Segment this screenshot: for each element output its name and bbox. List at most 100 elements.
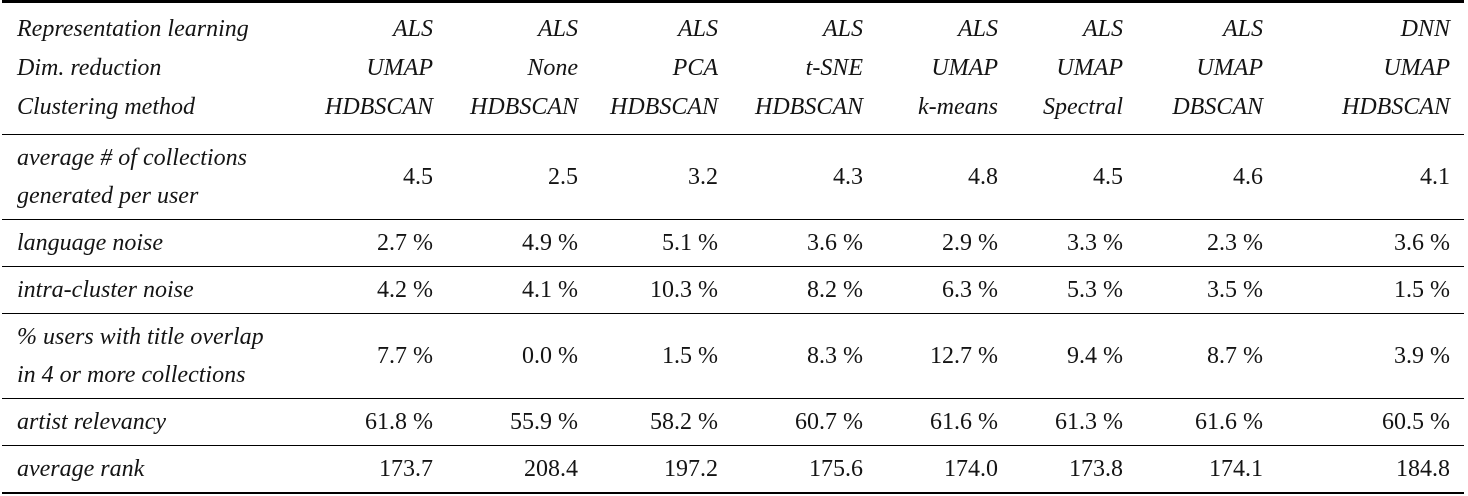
row-label-cell: intra-cluster noise — [2, 267, 320, 314]
row-label-line: average # of collections — [17, 145, 247, 171]
value-cell: 5.1 % — [662, 230, 718, 256]
header-row-label: Clustering method — [17, 94, 195, 120]
header-value-cell: ALS — [392, 16, 433, 42]
row-label-line: artist relevancy — [17, 409, 167, 435]
value-cell: 12.7 % — [930, 343, 998, 369]
value-cell: 1.5 % — [1394, 277, 1450, 303]
table-row: language noise 2.7 % 4.9 % 5.1 % 3.6 % 2.9 % 3… — [2, 219, 1464, 267]
value-cell: 2.7 % — [377, 230, 433, 256]
value-cell: 58.2 % — [650, 409, 718, 435]
header-value-cell: t-SNE — [805, 55, 863, 81]
value-cell: 8.7 % — [1207, 343, 1263, 369]
header-value-cell: HDBSCAN — [610, 94, 718, 120]
value-cell: 3.9 % — [1394, 343, 1450, 369]
value-cell: 173.7 — [379, 456, 433, 482]
header-value-cell: None — [527, 55, 578, 81]
header-value-cell: ALS — [1222, 16, 1263, 42]
row-label-cell: average # of collections generated per us… — [2, 135, 320, 220]
header-value-cell: PCA — [672, 55, 718, 81]
header-value-cell: HDBSCAN — [325, 94, 433, 120]
header-value-cell: ALS — [822, 16, 863, 42]
value-cell: 174.1 — [1209, 456, 1263, 482]
value-cell: 4.9 % — [522, 230, 578, 256]
header-value-cell: UMAP — [366, 55, 433, 81]
header-value-cell: HDBSCAN — [755, 94, 863, 120]
row-label-cell: artist relevancy — [2, 399, 320, 446]
value-cell: 61.8 % — [365, 409, 433, 435]
row-label-cell: average rank — [2, 446, 320, 494]
value-cell: 174.0 — [944, 456, 998, 482]
header-row: Dim. reduction UMAP None PCA t-SNE UMAP UMAP UM… — [2, 49, 1464, 88]
value-cell: 208.4 — [524, 456, 578, 482]
header-value-cell: DBSCAN — [1172, 94, 1263, 120]
value-cell: 61.6 % — [1195, 409, 1263, 435]
row-label-line: % users with title overlap — [17, 324, 264, 350]
value-cell: 173.8 — [1069, 456, 1123, 482]
value-cell: 3.3 % — [1067, 230, 1123, 256]
value-cell: 60.7 % — [795, 409, 863, 435]
header-value-cell: k-means — [918, 94, 998, 120]
header-row: Representation learning ALS ALS ALS ALS ALS AL… — [2, 2, 1464, 50]
table-row: average rank 173.7 208.4 197.2 175.6 174.0 173… — [2, 445, 1464, 494]
header-value-cell: ALS — [1082, 16, 1123, 42]
header-value-cell: UMAP — [1196, 55, 1263, 81]
value-cell: 2.5 — [548, 164, 578, 190]
value-cell: 7.7 % — [377, 343, 433, 369]
value-cell: 4.3 — [833, 164, 863, 190]
value-cell: 4.8 — [968, 164, 998, 190]
table-row: artist relevancy 61.8 % 55.9 % 58.2 % 60.7 %… — [2, 398, 1464, 446]
value-cell: 4.6 — [1233, 164, 1263, 190]
header-row-label: Representation learning — [17, 16, 249, 42]
value-cell: 2.3 % — [1207, 230, 1263, 256]
value-cell: 10.3 % — [650, 277, 718, 303]
table-header: Representation learning ALS ALS ALS ALS ALS AL… — [2, 2, 1464, 135]
row-label-cell: % users with title overlap in 4 or more c… — [2, 314, 320, 399]
value-cell: 3.6 % — [1394, 230, 1450, 256]
value-cell: 61.6 % — [930, 409, 998, 435]
value-cell: 4.1 — [1420, 164, 1450, 190]
value-cell: 1.5 % — [662, 343, 718, 369]
table-row: intra-cluster noise 4.2 % 4.1 % 10.3 % 8.2 %… — [2, 266, 1464, 314]
value-cell: 4.2 % — [377, 277, 433, 303]
value-cell: 3.5 % — [1207, 277, 1263, 303]
value-cell: 6.3 % — [942, 277, 998, 303]
value-cell: 3.6 % — [807, 230, 863, 256]
header-row: Clustering method HDBSCAN HDBSCAN HDBSCAN HD… — [2, 88, 1464, 135]
header-value-cell: UMAP — [931, 55, 998, 81]
value-cell: 4.5 — [403, 164, 433, 190]
row-label-cell: language noise — [2, 220, 320, 267]
header-value-cell: ALS — [677, 16, 718, 42]
header-value-cell: HDBSCAN — [470, 94, 578, 120]
value-cell: 175.6 — [809, 456, 863, 482]
value-cell: 8.2 % — [807, 277, 863, 303]
header-value-cell: ALS — [957, 16, 998, 42]
value-cell: 184.8 — [1396, 456, 1450, 482]
value-cell: 5.3 % — [1067, 277, 1123, 303]
row-label-line: language noise — [17, 230, 163, 256]
table-row: % users with title overlap in 4 or more c… — [2, 313, 1464, 399]
table-row: average # of collections generated per us… — [2, 134, 1464, 220]
row-label-line: intra-cluster noise — [17, 277, 194, 303]
value-cell: 8.3 % — [807, 343, 863, 369]
value-cell: 9.4 % — [1067, 343, 1123, 369]
value-cell: 60.5 % — [1382, 409, 1450, 435]
value-cell: 4.5 — [1093, 164, 1123, 190]
header-value-cell: ALS — [537, 16, 578, 42]
row-label-line: in 4 or more collections — [17, 362, 246, 388]
row-label-line: generated per user — [17, 183, 199, 209]
value-cell: 55.9 % — [510, 409, 578, 435]
value-cell: 3.2 — [688, 164, 718, 190]
header-value-cell: Spectral — [1043, 94, 1123, 120]
table-body: average # of collections generated per us… — [2, 134, 1464, 494]
value-cell: 61.3 % — [1055, 409, 1123, 435]
value-cell: 197.2 — [664, 456, 718, 482]
header-value-cell: UMAP — [1383, 55, 1450, 81]
value-cell: 2.9 % — [942, 230, 998, 256]
value-cell: 4.1 % — [522, 277, 578, 303]
header-value-cell: DNN — [1400, 16, 1450, 42]
value-cell: 0.0 % — [522, 343, 578, 369]
header-row-label: Dim. reduction — [17, 55, 162, 81]
header-value-cell: UMAP — [1056, 55, 1123, 81]
row-label-line: average rank — [17, 456, 145, 482]
